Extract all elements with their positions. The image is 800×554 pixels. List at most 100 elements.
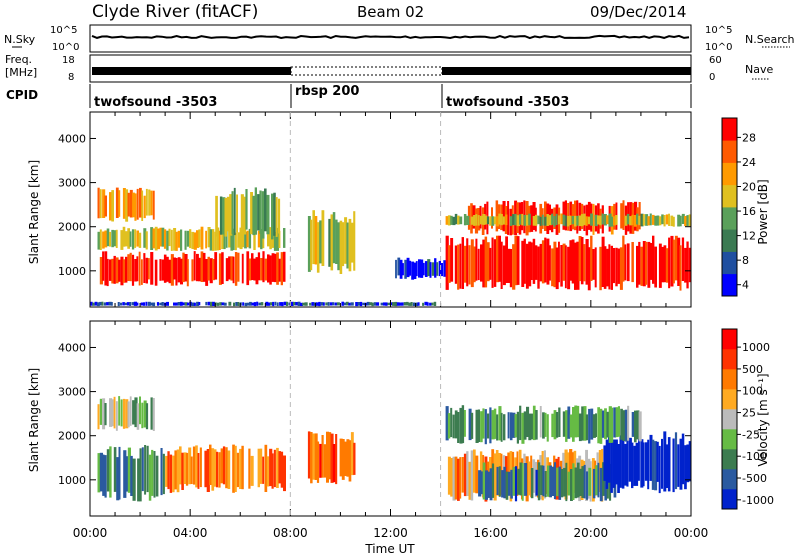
nave-tick-bottom: 0: [709, 72, 715, 83]
heatmap-cell: [454, 213, 458, 225]
beam-title: Beam 02: [357, 3, 424, 21]
heatmap-cell: [661, 214, 664, 225]
heatmap-cell: [111, 258, 114, 284]
heatmap-cell: [608, 435, 611, 483]
heatmap-cell: [131, 229, 135, 250]
heatmap-cell: [380, 302, 384, 306]
heatmap-cell: [150, 302, 153, 306]
heatmap-cell: [133, 301, 137, 306]
heatmap-cell: [644, 442, 648, 481]
heatmap-cell: [636, 213, 639, 225]
heatmap-cell: [257, 194, 260, 231]
heatmap-cell: [679, 215, 682, 227]
heatmap-cell: [454, 245, 458, 284]
heatmap-cell: [684, 216, 687, 227]
colorbar-segment: [722, 409, 737, 430]
heatmap-cell: [578, 215, 582, 227]
colorbar-tick-label: 4: [742, 279, 749, 292]
heatmap-cell: [246, 302, 250, 306]
heatmap-cell: [681, 237, 685, 281]
heatmap-cell: [613, 216, 616, 226]
heatmap-cell: [649, 243, 653, 280]
heatmap-cell: [569, 240, 573, 281]
heatmap-cell: [670, 235, 674, 287]
heatmap-cell: [266, 194, 270, 235]
heatmap-cell: [223, 302, 227, 306]
heatmap-cell: [168, 228, 171, 247]
heatmap-cell: [392, 302, 395, 306]
heatmap-cell: [560, 469, 564, 498]
heatmap-cell: [686, 215, 689, 227]
heatmap-cell: [241, 229, 244, 248]
heatmap-cell: [489, 247, 492, 280]
heatmap-cell: [576, 405, 580, 438]
heatmap-cell: [514, 235, 518, 286]
heatmap-cell: [310, 219, 313, 271]
heatmap-cell: [459, 216, 463, 225]
heatmap-cell: [677, 237, 681, 286]
heatmap-cell: [161, 259, 164, 281]
heatmap-cell: [115, 257, 119, 284]
range-tick-label: 2000: [58, 221, 86, 234]
heatmap-cell: [567, 406, 571, 439]
heatmap-cell: [647, 241, 651, 288]
heatmap-cell: [585, 216, 588, 226]
heatmap-cell: [181, 452, 184, 490]
heatmap-cell: [422, 302, 425, 306]
heatmap-cell: [244, 231, 247, 249]
time-axis-label: Time UT: [364, 542, 415, 554]
heatmap-cell: [330, 214, 334, 271]
heatmap-cell: [200, 251, 204, 282]
heatmap-cell: [599, 215, 602, 226]
heatmap-cell: [539, 243, 543, 282]
heatmap-cell: [222, 197, 226, 235]
heatmap-cell: [110, 302, 113, 306]
heatmap-cell: [452, 456, 456, 501]
heatmap-cell: [480, 471, 484, 495]
heatmap-cell: [109, 446, 112, 498]
heatmap-cell: [408, 260, 412, 276]
heatmap-cell: [130, 455, 133, 496]
heatmap-cell: [480, 244, 483, 282]
heatmap-cell: [672, 438, 675, 493]
heatmap-cell: [326, 431, 329, 483]
heatmap-cell: [558, 215, 560, 225]
heatmap-cell: [539, 406, 542, 438]
heatmap-cell: [612, 439, 616, 488]
heatmap-cell: [583, 464, 586, 499]
heatmap-cell: [590, 213, 593, 226]
heatmap-cell: [537, 246, 540, 289]
heatmap-cell: [546, 214, 549, 226]
heatmap-cell: [97, 187, 100, 219]
heatmap-cell: [424, 261, 428, 277]
heatmap-cell: [173, 228, 177, 251]
heatmap-cell: [125, 189, 129, 222]
heatmap-cell: [426, 302, 429, 306]
heatmap-cell: [528, 213, 531, 226]
heatmap-cell: [316, 441, 320, 483]
heatmap-cell: [346, 301, 349, 306]
heatmap-cell: [328, 432, 332, 480]
colorbar-segment: [722, 118, 737, 141]
heatmap-cell: [239, 302, 242, 306]
range-tick-label: 4000: [58, 341, 86, 354]
heatmap-cell: [438, 260, 441, 277]
heatmap-cell: [447, 413, 451, 439]
heatmap-cell: [532, 238, 536, 284]
heatmap-cell: [122, 398, 126, 429]
heatmap-cell: [232, 228, 235, 250]
colorbar-frame: [721, 117, 738, 297]
heatmap-cell: [468, 245, 471, 285]
heatmap-cell: [477, 409, 480, 442]
heatmap-cell: [395, 259, 397, 279]
heatmap-cell: [626, 433, 629, 487]
heatmap-cell: [273, 449, 276, 488]
heatmap-cell: [206, 449, 210, 492]
heatmap-cell: [512, 466, 515, 496]
freq-band-right: [442, 67, 691, 75]
heatmap-cell: [546, 414, 549, 442]
heatmap-cell: [509, 216, 513, 226]
heatmap-cell: [475, 214, 478, 226]
heatmap-cell: [172, 455, 175, 493]
heatmap-cell: [595, 465, 598, 496]
